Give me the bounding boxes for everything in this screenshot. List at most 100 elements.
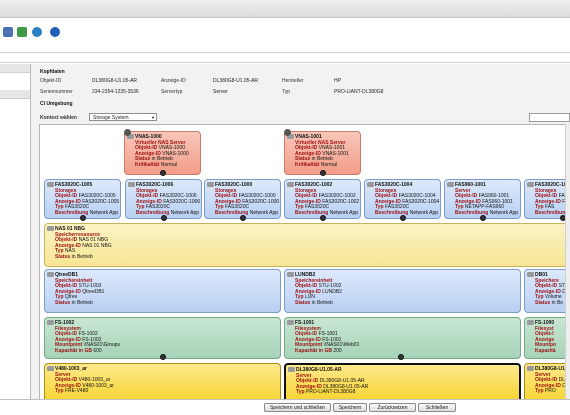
ci-card-storage[interactable]: FAS3020C-1005 Storages Objekt-ID FAS3020C-… <box>44 179 121 219</box>
ci-card-storage[interactable]: FAS3020C-1000 Storages Objekt-ID FAS3020C-… <box>204 179 281 219</box>
ci-type-icon <box>47 320 54 325</box>
toolbar <box>0 19 570 44</box>
save-button[interactable]: Speichern <box>333 403 367 412</box>
field-label: Seriennummer <box>40 89 73 95</box>
card-line-value: Qtree <box>63 294 78 301</box>
refresh-icon[interactable] <box>32 27 42 37</box>
ci-card-filesystem[interactable]: FS-1001 Filesystem Objekt-ID FS-1001 Anzeig… <box>284 317 521 359</box>
field-value: 234-2354-1235-3536 <box>92 89 139 95</box>
expand-handle-icon[interactable] <box>160 170 166 176</box>
card-line-key: Typ <box>55 388 64 395</box>
left-panel-item[interactable] <box>0 90 30 99</box>
card-title: FS-1001 <box>295 320 315 326</box>
card-line-value: ST <box>557 283 566 290</box>
field-label: Objekt-ID <box>40 78 62 84</box>
card-line: Server <box>55 372 71 378</box>
card-line: Mountpo <box>535 342 556 348</box>
reset-button[interactable]: Zurücksetzen <box>369 403 416 412</box>
card-line-key: Storages <box>375 188 397 194</box>
ci-card-storage[interactable]: FAS3020C-1004 Storages Objekt-ID FAS3020C-… <box>364 179 441 219</box>
card-title: V480-1003_ar <box>55 366 87 372</box>
relations-icon[interactable] <box>17 27 27 37</box>
card-line-key: Server <box>55 372 71 378</box>
card-line-key: Objekt-I <box>535 331 554 338</box>
card-line: Typ FAS3020C <box>375 204 409 210</box>
expand-handle-icon[interactable] <box>160 354 166 360</box>
card-line-key: Anzeige-ID <box>295 288 321 295</box>
ci-card-storage[interactable]: FAS3020C-1006 Storages Objekt-ID FAS3020C-… <box>125 179 202 219</box>
card-line-value: FS-1002 <box>80 336 102 343</box>
expand-handle-icon[interactable] <box>320 170 326 176</box>
card-title: VNAS-1001 <box>295 134 322 140</box>
ci-type-icon <box>127 134 134 139</box>
card-line-key: Typ <box>136 204 145 211</box>
card-line-value: DL380G8-U1.05-AR <box>318 378 365 385</box>
expand-handle-icon[interactable] <box>80 215 86 221</box>
ci-card-nas[interactable]: NAS 01 NBG Speicherressource Objekt-ID NAS… <box>44 223 570 267</box>
ci-card-storage[interactable]: FAS3020C-1002 Storages Objekt-ID FAS3020C-… <box>284 179 361 219</box>
card-line-value: VNAS-1001 <box>320 150 349 157</box>
document-edit-icon[interactable] <box>3 27 13 37</box>
card-line: Storages <box>215 188 236 194</box>
kontext-label: Kontext wählen <box>40 115 77 121</box>
ci-card-vnas[interactable]: VNAS-1001 Virtueller NAS Server Objekt-ID … <box>284 131 361 175</box>
ci-card-server-selected[interactable]: DL380G8-U1.05-AR Server Objekt-ID DL380G8-… <box>284 363 521 403</box>
expand-handle-icon[interactable] <box>400 215 406 221</box>
card-line: Anzeige-ID FS-1002 <box>55 337 101 343</box>
ci-card-storage[interactable]: FAS3020C-1003 Storages Objekt-ID FAS Anzeig… <box>524 179 570 219</box>
card-line-key: Mountpoint <box>295 342 323 349</box>
ci-type-icon <box>287 134 294 139</box>
card-line: Typ FRE-V480 <box>55 388 88 394</box>
card-line-value: FAS <box>557 193 569 200</box>
ci-type-icon <box>47 182 54 187</box>
save-and-close-button[interactable]: Speichern und schließen <box>264 403 331 412</box>
expand-handle-icon[interactable] <box>240 215 246 221</box>
card-line-key: Beschreibung <box>535 209 569 216</box>
card-line: Status in Betrieb <box>55 300 93 306</box>
ci-card-storage[interactable]: FAS960-1001 Server Objekt-ID FAS960-1001 An… <box>444 179 521 219</box>
expand-handle-icon[interactable] <box>161 215 167 221</box>
expand-handle-icon[interactable] <box>398 354 404 360</box>
help-icon[interactable] <box>50 27 60 37</box>
ci-card-server[interactable]: V480-1003_ar Server Objekt-ID V480-1003_ar… <box>44 363 281 403</box>
close-button[interactable]: Schließen <box>418 403 456 412</box>
card-line-key: Filesystem <box>295 326 321 332</box>
vertical-scrollbar[interactable] <box>565 124 570 403</box>
left-panel-item[interactable] <box>0 64 30 73</box>
card-line-value: FS-1002 <box>77 331 98 338</box>
card-line-value: PRO <box>543 388 556 395</box>
card-line: Anzeige-ID FAS960-1001 <box>455 199 513 205</box>
card-line-value: DL380G8-U1.05-AR <box>321 383 369 390</box>
ci-card-filesystem[interactable]: FS-1000 Filesyst Objekt-I Anzeige Mountpo Kap… <box>524 317 570 359</box>
ci-card-filesystem[interactable]: FS-1002 Filesystem Objekt-ID FS-1002 Anzeig… <box>44 317 281 359</box>
search-input[interactable] <box>529 113 570 122</box>
checkmark-icon <box>284 129 291 136</box>
card-line-value: in Betrieb <box>70 253 93 260</box>
card-title: FAS3020C-1003 <box>535 182 570 188</box>
kontext-select[interactable]: Storage System ▼ <box>89 113 157 121</box>
card-line: Status in Betrieb <box>295 300 333 306</box>
card-line-key: Typ <box>535 294 544 301</box>
card-line-key: Objekt-ID <box>55 331 78 338</box>
ci-card-speichereinheit[interactable]: QtreeDB1 Speichereinheit Objekt-ID STU-100… <box>44 269 281 313</box>
card-line-key: Anzeige-ID <box>55 198 81 205</box>
card-line: Typ FAS3020C <box>215 204 249 210</box>
ci-card-vnas[interactable]: VNAS-1000 Virtueller NAS Server Objekt-ID … <box>124 131 201 175</box>
card-line-value: STU-1003 <box>77 283 102 290</box>
card-line: Storages <box>295 188 316 194</box>
card-line-key: Anzeige-ID <box>55 242 81 249</box>
expand-handle-icon[interactable] <box>320 215 326 221</box>
ci-card-speichereinheit[interactable]: LUNDB2 Speichereinheit Objekt-ID STU-1002 A… <box>284 269 521 313</box>
ci-type-icon <box>47 226 54 231</box>
card-title: FAS3020C-1000 <box>215 182 253 188</box>
card-line-value: FAS3020C-1006 <box>161 198 201 205</box>
card-line-key: Kapazitä <box>535 347 556 354</box>
card-line-key: Objekt-ID <box>535 193 558 200</box>
card-line-value: Network App <box>88 209 119 216</box>
card-line: Kapazitä <box>535 348 556 354</box>
card-line: Filesyst <box>535 326 554 332</box>
expand-handle-icon[interactable] <box>480 215 486 221</box>
card-line-key: Beschreibung <box>215 209 249 216</box>
